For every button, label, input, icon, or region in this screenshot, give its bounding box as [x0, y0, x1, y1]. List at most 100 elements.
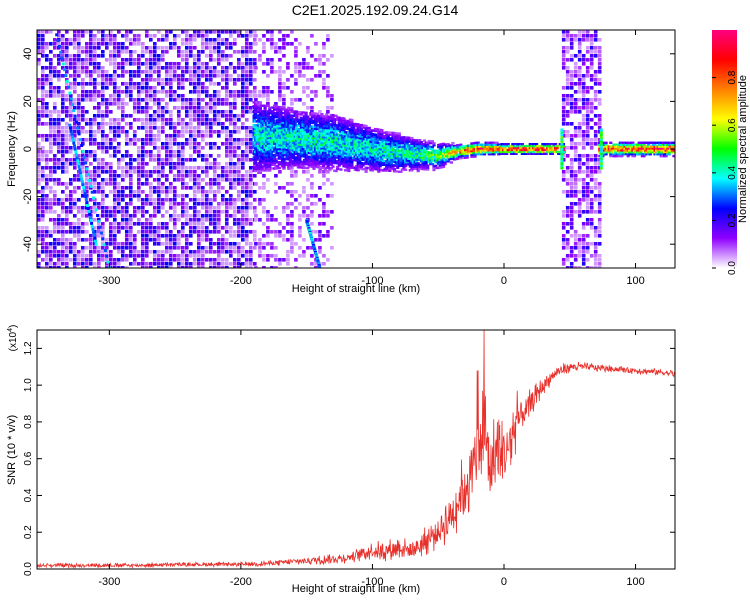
noise-cell — [101, 234, 105, 238]
noise-cell — [45, 46, 49, 50]
ridge-cell — [333, 156, 337, 159]
noise-cell — [129, 182, 133, 186]
noise-cell — [217, 70, 221, 74]
noise-cell — [193, 182, 197, 186]
noise-cell — [181, 66, 185, 70]
ridge-cell — [258, 164, 262, 167]
noise-cell — [61, 198, 65, 202]
noise-cell — [153, 214, 157, 218]
noise-cell — [49, 118, 53, 122]
noise-cell — [577, 122, 582, 126]
noise-cell — [597, 258, 602, 262]
noise-cell — [157, 242, 161, 246]
streak-cell — [79, 174, 83, 178]
noise-cell — [241, 234, 245, 238]
noise-cell — [137, 254, 141, 258]
streak-cell — [76, 126, 80, 130]
noise-cell — [217, 186, 221, 190]
noise-cell — [577, 54, 582, 58]
noise-cell — [121, 246, 125, 250]
noise-cell — [105, 182, 109, 186]
ridge-cell — [339, 141, 343, 144]
noise-cell — [137, 62, 141, 66]
noise-cell — [205, 182, 209, 186]
noise-cell — [161, 106, 165, 110]
noise-cell — [157, 70, 161, 74]
noise-cell — [69, 134, 73, 138]
noise-cell — [93, 186, 97, 190]
ridge-cell — [333, 120, 337, 123]
noise-cell — [197, 250, 201, 254]
noise-cell — [241, 138, 245, 142]
noise-cell — [209, 206, 213, 210]
noise-cell — [597, 158, 602, 162]
noise-cell — [237, 206, 241, 210]
noise-cell — [189, 82, 193, 86]
noise-cell — [330, 194, 334, 198]
noise-cell — [589, 38, 594, 42]
noise-cell — [45, 202, 49, 206]
noise-cell — [233, 218, 237, 222]
noise-cell — [217, 94, 221, 98]
noise-cell — [565, 122, 570, 126]
ridge-cell — [321, 164, 326, 167]
noise-cell — [125, 46, 129, 50]
noise-cell — [561, 238, 566, 242]
noise-cell — [153, 158, 157, 162]
noise-cell — [221, 66, 225, 70]
noise-cell — [57, 214, 61, 218]
noise-cell — [249, 42, 253, 46]
noise-cell — [565, 230, 570, 234]
noise-cell — [53, 238, 57, 242]
ridge-cell — [336, 167, 340, 171]
noise-cell — [318, 230, 322, 234]
noise-cell — [69, 62, 73, 66]
noise-cell — [89, 90, 93, 94]
noise-cell — [85, 230, 89, 234]
streak-cell — [100, 231, 103, 235]
noise-cell — [229, 150, 233, 154]
noise-cell — [237, 158, 241, 162]
noise-cell — [585, 222, 590, 226]
noise-cell — [105, 42, 109, 46]
noise-cell — [181, 186, 185, 190]
noise-cell — [121, 110, 125, 114]
noise-cell — [213, 42, 217, 46]
noise-cell — [577, 250, 582, 254]
noise-cell — [157, 82, 161, 86]
noise-cell — [61, 42, 65, 46]
streak-cell — [73, 144, 76, 148]
noise-cell — [225, 58, 229, 62]
ridge-cell — [277, 115, 281, 118]
noise-cell — [45, 110, 49, 114]
noise-cell — [298, 114, 302, 118]
noise-cell — [141, 146, 145, 150]
noise-cell — [585, 210, 590, 214]
noise-cell — [169, 98, 173, 102]
noise-cell — [105, 138, 109, 142]
noise-cell — [278, 30, 282, 34]
noise-cell — [137, 170, 141, 174]
noise-cell — [326, 178, 330, 182]
noise-cell — [577, 66, 582, 70]
noise-cell — [249, 230, 253, 234]
noise-cell — [569, 70, 574, 74]
noise-cell — [597, 66, 602, 70]
noise-cell — [145, 74, 149, 78]
noise-cell — [209, 178, 213, 182]
noise-cell — [249, 186, 253, 190]
noise-cell — [121, 170, 125, 174]
noise-cell — [65, 106, 69, 110]
noise-cell — [593, 226, 598, 230]
noise-cell — [73, 166, 77, 170]
noise-cell — [589, 74, 594, 78]
noise-cell — [189, 230, 193, 234]
ridge-cell — [345, 158, 349, 161]
noise-cell — [157, 74, 161, 78]
noise-cell — [141, 246, 145, 250]
noise-cell — [229, 234, 233, 238]
noise-cell — [225, 82, 229, 86]
noise-cell — [569, 234, 574, 238]
ridge-cell — [325, 130, 329, 133]
noise-cell — [221, 250, 225, 254]
